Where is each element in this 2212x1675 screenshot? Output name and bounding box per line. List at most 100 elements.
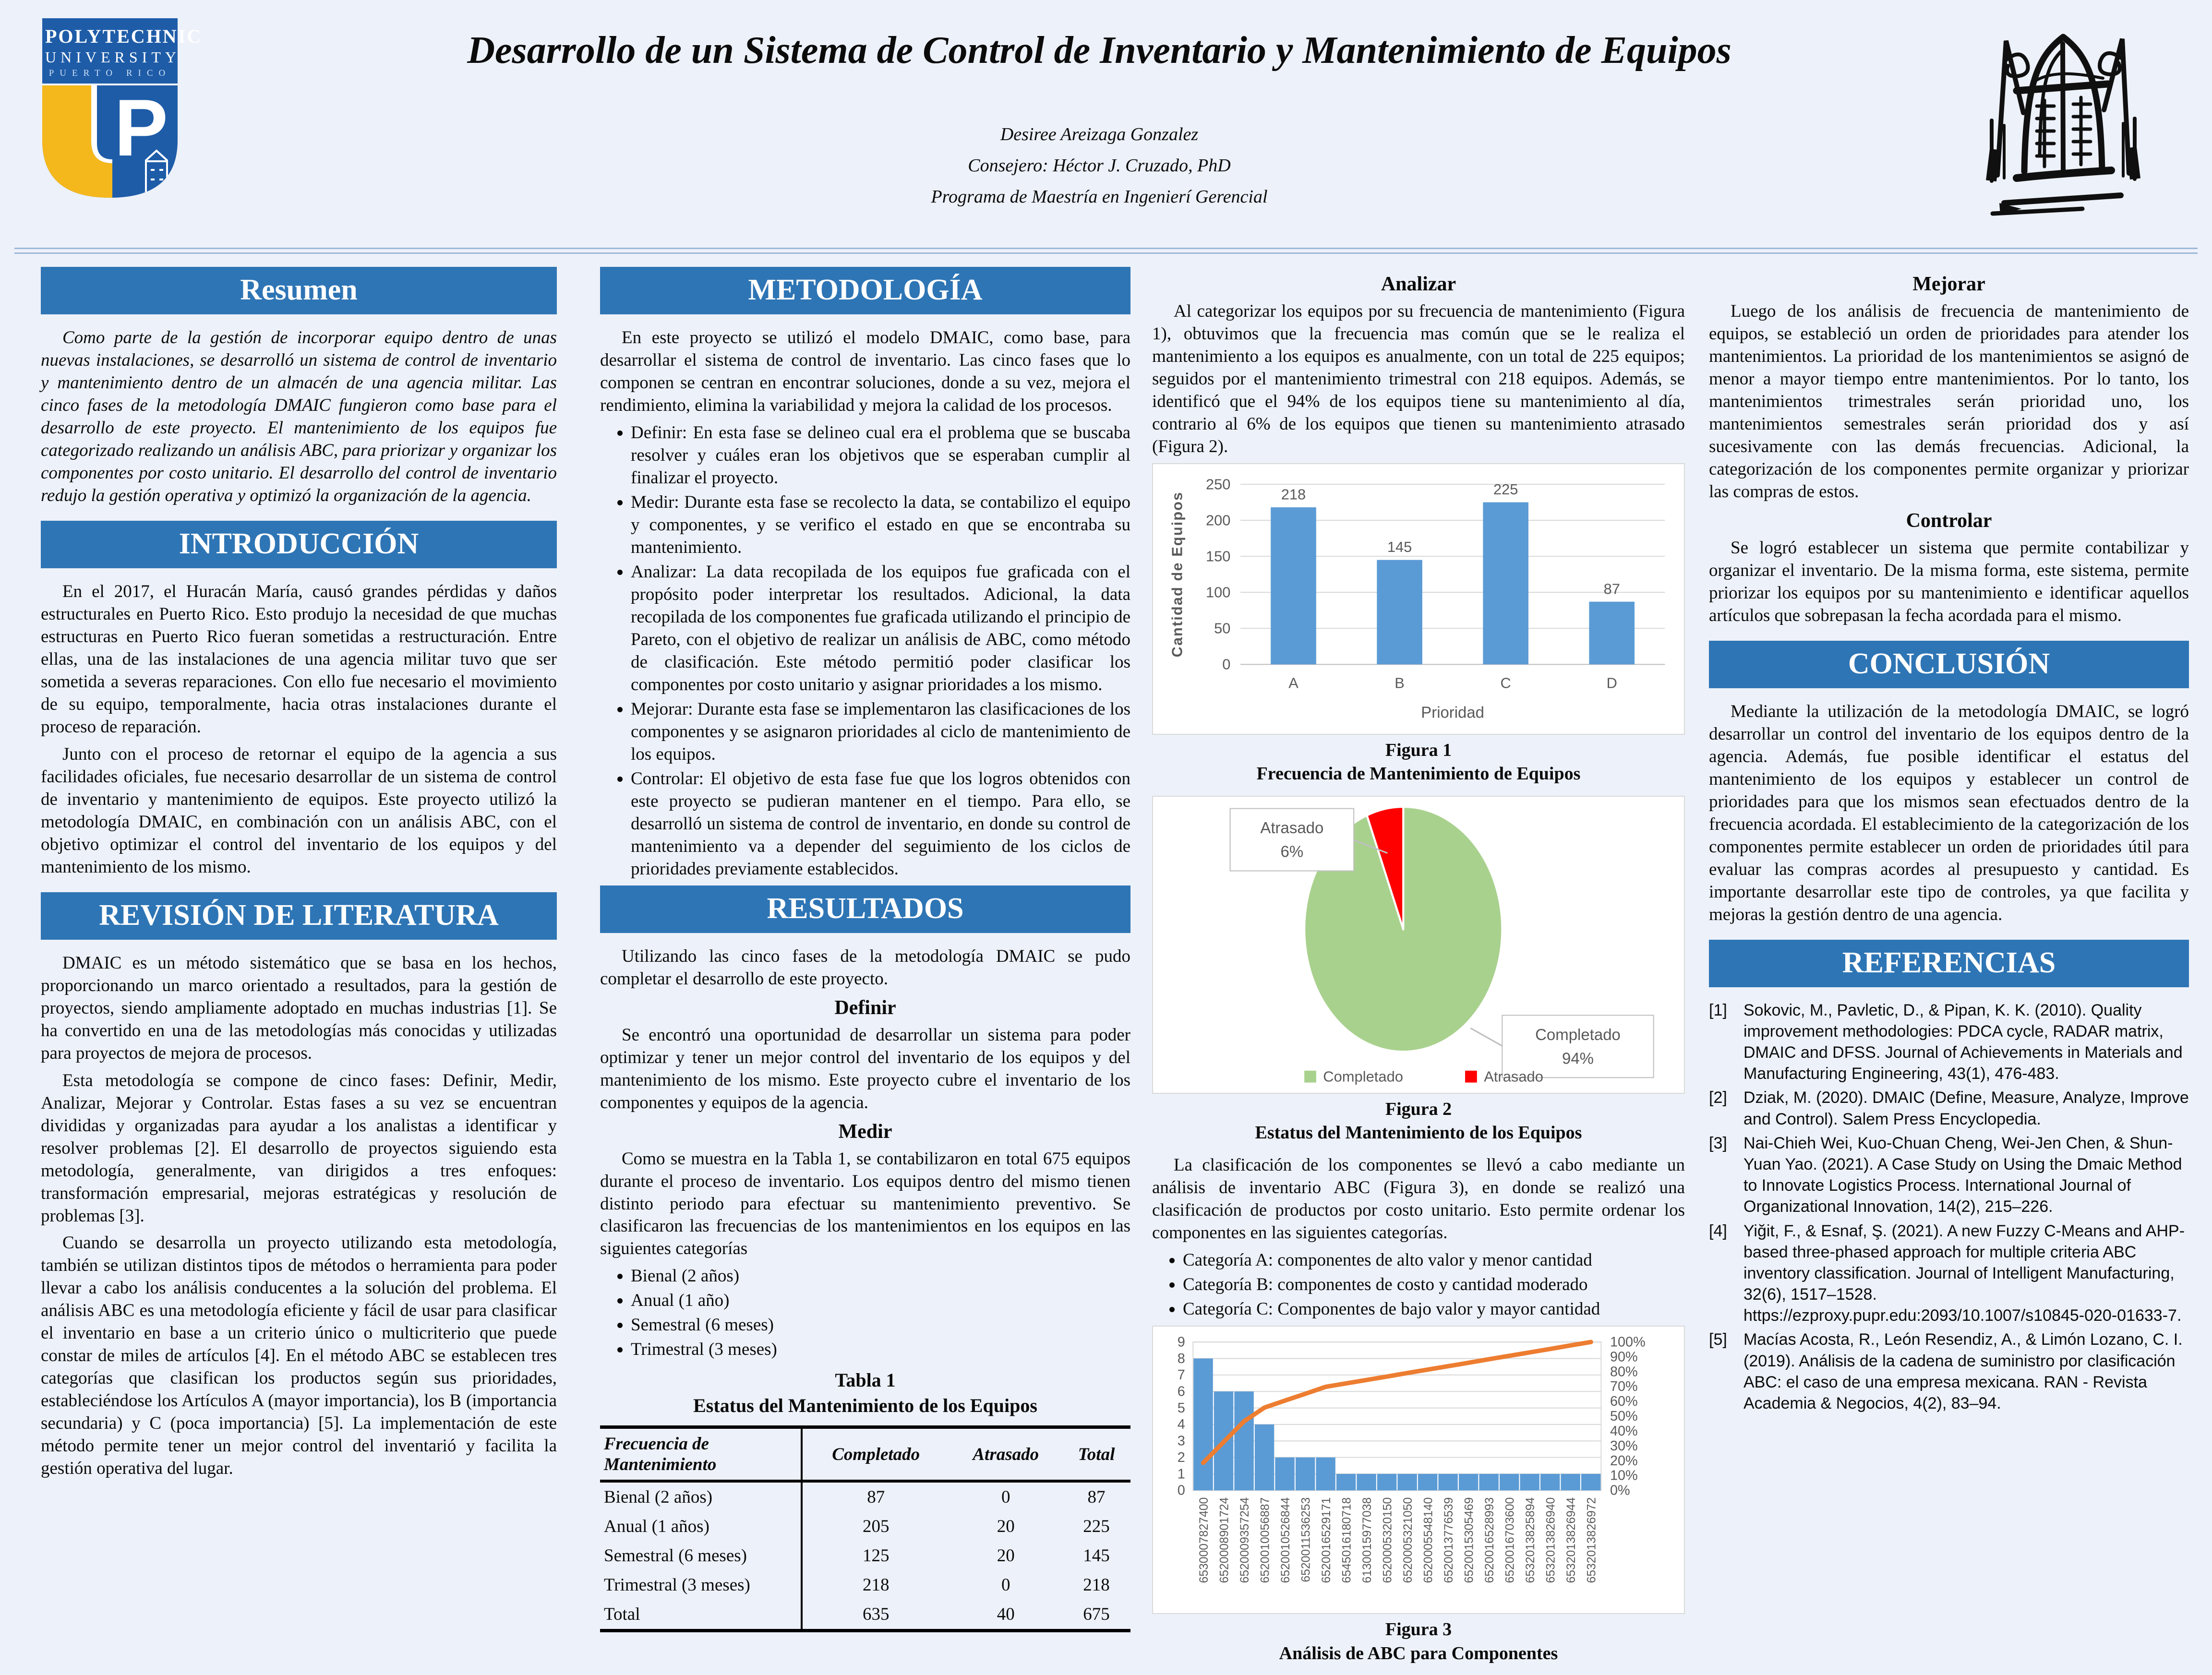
svg-text:P: P [114,84,168,173]
bullet-anual: Anual (1 año) [631,1290,1130,1312]
section-header-revision: REVISIÓN DE LITERATURA [41,892,557,940]
pupr-logo: POLYTECHNIC UNIVERSITY PUERTO RICO P [42,18,201,200]
svg-text:Completado: Completado [1323,1068,1403,1085]
svg-text:1: 1 [1178,1467,1185,1482]
svg-text:218: 218 [1281,486,1306,502]
figura1-chart: 0 50 100 150 200 250 218 A 145 B 225 C 87 D Prioridad C… [1152,463,1685,735]
tabla-label: Tabla 1 [835,1369,896,1391]
row-label: Total [600,1600,803,1631]
row-label: Anual (1 años) [600,1512,803,1542]
figura1-caption: Figura 1 Frecuencia de Mantenimiento de … [1152,739,1685,786]
pie-chart: Atrasado 6% Completado 94% Completado Atrasad… [1229,805,1654,1085]
definir-heading: Definir [834,996,896,1019]
table-row: Trimestral (3 meses) 218 0 218 [600,1570,1130,1600]
reference-item: [1] Sokovic, M., Pavletic, D., & Pipan, … [1709,1000,2189,1085]
column-analisis: Analizar Al categorizar los equipos por … [1152,267,1685,1675]
svg-text:Atrasado: Atrasado [1260,819,1323,837]
tabla-estatus: Frecuencia de Mantenimiento Completado A… [600,1425,1130,1633]
bullet-definir: Definir: En esta fase se delineo cual er… [631,422,1130,490]
figure-label: Figura 3 [1385,1619,1452,1640]
svg-text:6520016528993: 6520016528993 [1483,1497,1496,1583]
metodologia-intro: En este proyecto se utilizó el modelo DM… [600,328,1130,415]
medir-text: Como se muestra en la Tabla 1, se contab… [600,1149,1130,1259]
column-conclusion: Mejorar Luego de los análisis de frecuen… [1709,267,2189,1417]
medir-bullets: Bienal (2 años) Anual (1 año) Semestral … [600,1265,1130,1361]
col-header-completado: Completado [801,1427,950,1483]
svg-text:6520016703600: 6520016703600 [1503,1497,1516,1583]
cell: 218 [1083,1575,1110,1595]
logo-line2: UNIVERSITY [45,48,180,66]
analizar-text: Al categorizar los equipos por su frecue… [1152,301,1685,456]
svg-text:50: 50 [1214,620,1230,636]
pupr-shield-icon: P [42,84,178,198]
section-header-metodologia: METODOLOGÍA [600,267,1130,314]
reference-item: [2] Dziak, M. (2020). DMAIC (Define, Mea… [1709,1087,2189,1129]
svg-text:6532013826944: 6532013826944 [1565,1497,1578,1583]
svg-text:60%: 60% [1610,1394,1638,1409]
tabla-title: Estatus del Mantenimiento de los Equipos [693,1395,1037,1417]
svg-text:6520005548140: 6520005548140 [1422,1497,1435,1583]
bullet-semestral: Semestral (6 meses) [631,1314,1130,1337]
cell: 635 [862,1604,890,1625]
svg-text:A: A [1288,675,1298,692]
figura3-caption: Figura 3 Análisis de ABC para Componente… [1152,1618,1685,1665]
cell: 40 [997,1604,1015,1625]
section-header-resultados: RESULTADOS [600,885,1130,933]
svg-text:80%: 80% [1610,1364,1638,1380]
advisor: Consejero: Héctor J. Cruzado, PhD [968,155,1231,176]
svg-text:4: 4 [1178,1417,1185,1433]
cell: 225 [1083,1517,1110,1537]
svg-text:6520013776539: 6520013776539 [1443,1497,1455,1583]
reference-item: [5] Macías Acosta, R., León Resendiz, A.… [1709,1329,2189,1414]
column-resumen: Resumen Como parte de la gestión de inco… [41,267,557,1485]
figure-title: Frecuencia de Mantenimiento de Equipos [1256,764,1581,784]
svg-text:Cantidad de Equipos: Cantidad de Equipos [1169,491,1186,658]
revision-p1: DMAIC es un método sistemático que se ba… [41,953,557,1063]
table-row: Anual (1 años) 205 20 225 [600,1512,1130,1542]
svg-text:2: 2 [1178,1450,1185,1465]
references-list: [1] Sokovic, M., Pavletic, D., & Pipan, … [1709,1000,2189,1414]
ref-number: [1] [1709,1001,1727,1019]
cell: 20 [997,1546,1015,1566]
header-divider [14,248,2198,254]
figure-label: Figura 2 [1385,1099,1452,1119]
svg-text:6520010056887: 6520010056887 [1259,1497,1272,1583]
controlar-text: Se logró establecer un sistema que permi… [1709,538,2189,625]
col-header-total: Total [1062,1427,1130,1483]
reference-item: [3] Nai-Chieh Wei, Kuo-Chuan Cheng, Wei-… [1709,1133,2189,1218]
col-header-frecuencia: Frecuencia de Mantenimiento [600,1427,803,1483]
svg-text:6520015305469: 6520015305469 [1463,1497,1476,1583]
column-metodologia: METODOLOGÍA En este proyecto se utilizó … [600,267,1130,1633]
svg-text:Prioridad: Prioridad [1421,703,1484,721]
svg-text:6532013826940: 6532013826940 [1544,1497,1557,1583]
ref-number: [2] [1709,1089,1727,1107]
svg-text:6520010526844: 6520010526844 [1279,1497,1292,1583]
svg-text:6545016180718: 6545016180718 [1340,1497,1353,1583]
svg-text:6520005320150: 6520005320150 [1381,1497,1394,1583]
svg-text:B: B [1395,675,1405,692]
svg-text:150: 150 [1206,548,1230,564]
author: Desiree Areizaga Gonzalez [1000,124,1199,144]
componentes-text: La clasificación de los componentes se l… [1152,1155,1685,1243]
svg-text:250: 250 [1206,476,1230,492]
cell: 87 [1087,1487,1106,1508]
figura3-chart: 0 1 2 3 4 5 6 7 8 9 0% 10% 20% 30% 40% 50% 60% 70% 80% 90% 1… [1152,1326,1685,1615]
svg-text:30%: 30% [1610,1438,1638,1454]
figura2-chart: Atrasado 6% Completado 94% Completado Atrasad… [1152,795,1685,1094]
svg-text:Completado: Completado [1535,1026,1621,1043]
revision-p2: Esta metodología se compone de cinco fas… [41,1070,557,1226]
svg-text:50%: 50% [1610,1409,1638,1424]
svg-text:0%: 0% [1610,1483,1630,1498]
table-row-total: Total 635 40 675 [600,1600,1130,1631]
svg-text:Atrasado: Atrasado [1484,1068,1543,1085]
svg-text:9: 9 [1178,1335,1185,1350]
section-title: REVISIÓN DE LITERATURA [99,898,499,932]
mejorar-text: Luego de los análisis de frecuencia de m… [1709,301,2189,502]
controlar-heading: Controlar [1906,509,1992,532]
svg-text:6130015977038: 6130015977038 [1361,1497,1374,1583]
definir-text: Se encontró una oportunidad de desarroll… [600,1025,1130,1113]
svg-text:70%: 70% [1610,1379,1638,1395]
section-title: INTRODUCCIÓN [179,527,419,560]
bullet-analizar: Analizar: La data recopilada de los equi… [631,561,1130,696]
bullet-medir: Medir: Durante esta fase se recolecto la… [631,491,1130,559]
